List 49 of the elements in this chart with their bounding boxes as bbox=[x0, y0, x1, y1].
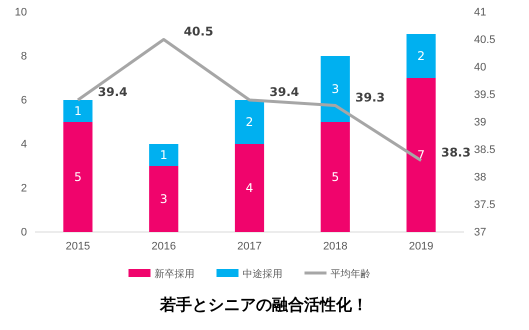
data-label: 4 bbox=[246, 181, 254, 196]
data-label: 1 bbox=[160, 148, 168, 162]
data-label: 40.5 bbox=[184, 24, 214, 38]
data-label: 2 bbox=[246, 115, 254, 130]
bar bbox=[320, 56, 350, 122]
x-tick-label: 2016 bbox=[151, 240, 176, 252]
legend-label: 中途採用 bbox=[242, 268, 282, 280]
bar bbox=[234, 100, 264, 144]
bar bbox=[63, 122, 92, 232]
data-label: 5 bbox=[74, 170, 82, 184]
data-label: 2 bbox=[417, 49, 425, 64]
bar bbox=[63, 100, 92, 122]
bar bbox=[320, 122, 350, 232]
bar bbox=[149, 144, 178, 166]
y2-tick-label: 39 bbox=[474, 116, 486, 129]
x-tick-label: 2019 bbox=[408, 240, 434, 252]
data-label: 3 bbox=[160, 192, 168, 206]
y-tick-label: 4 bbox=[20, 138, 27, 151]
bar bbox=[406, 34, 436, 78]
y2-tick-label: 40.5 bbox=[474, 34, 496, 46]
data-label: 3 bbox=[331, 82, 340, 96]
y2-tick-label: 39.5 bbox=[474, 89, 496, 102]
data-label: 1 bbox=[74, 104, 82, 118]
legend-label: 平均年齢 bbox=[330, 268, 370, 280]
y2-tick-label: 40 bbox=[474, 62, 486, 74]
y-tick-label: 0 bbox=[20, 226, 27, 239]
data-label: 38.3 bbox=[441, 146, 471, 160]
legend-label: 新卒採用 bbox=[154, 268, 194, 280]
y-tick-label: 6 bbox=[20, 94, 27, 107]
x-tick-label: 2015 bbox=[66, 240, 90, 252]
y2-tick-label: 41 bbox=[474, 6, 486, 19]
data-label: 39.4 bbox=[98, 85, 128, 99]
text: 若手とシニアの融合活性化！ bbox=[159, 295, 368, 314]
bar bbox=[234, 144, 264, 232]
data-label: 5 bbox=[331, 170, 340, 184]
y2-tick-label: 38.5 bbox=[474, 144, 496, 156]
line-series bbox=[76, 38, 423, 162]
y-tick-label: 8 bbox=[20, 50, 27, 63]
x-tick-label: 2017 bbox=[237, 240, 262, 252]
bar bbox=[406, 78, 436, 232]
data-label: 39.4 bbox=[270, 85, 300, 99]
y2-tick-label: 37.5 bbox=[474, 199, 496, 212]
y-tick-label: 2 bbox=[20, 182, 27, 195]
bar bbox=[149, 166, 178, 232]
y2-tick-label: 38 bbox=[474, 172, 486, 184]
y-tick-label: 10 bbox=[14, 6, 27, 19]
x-tick-label: 2018 bbox=[323, 240, 348, 252]
y2-tick-label: 37 bbox=[474, 226, 486, 239]
data-label: 39.3 bbox=[355, 90, 385, 104]
